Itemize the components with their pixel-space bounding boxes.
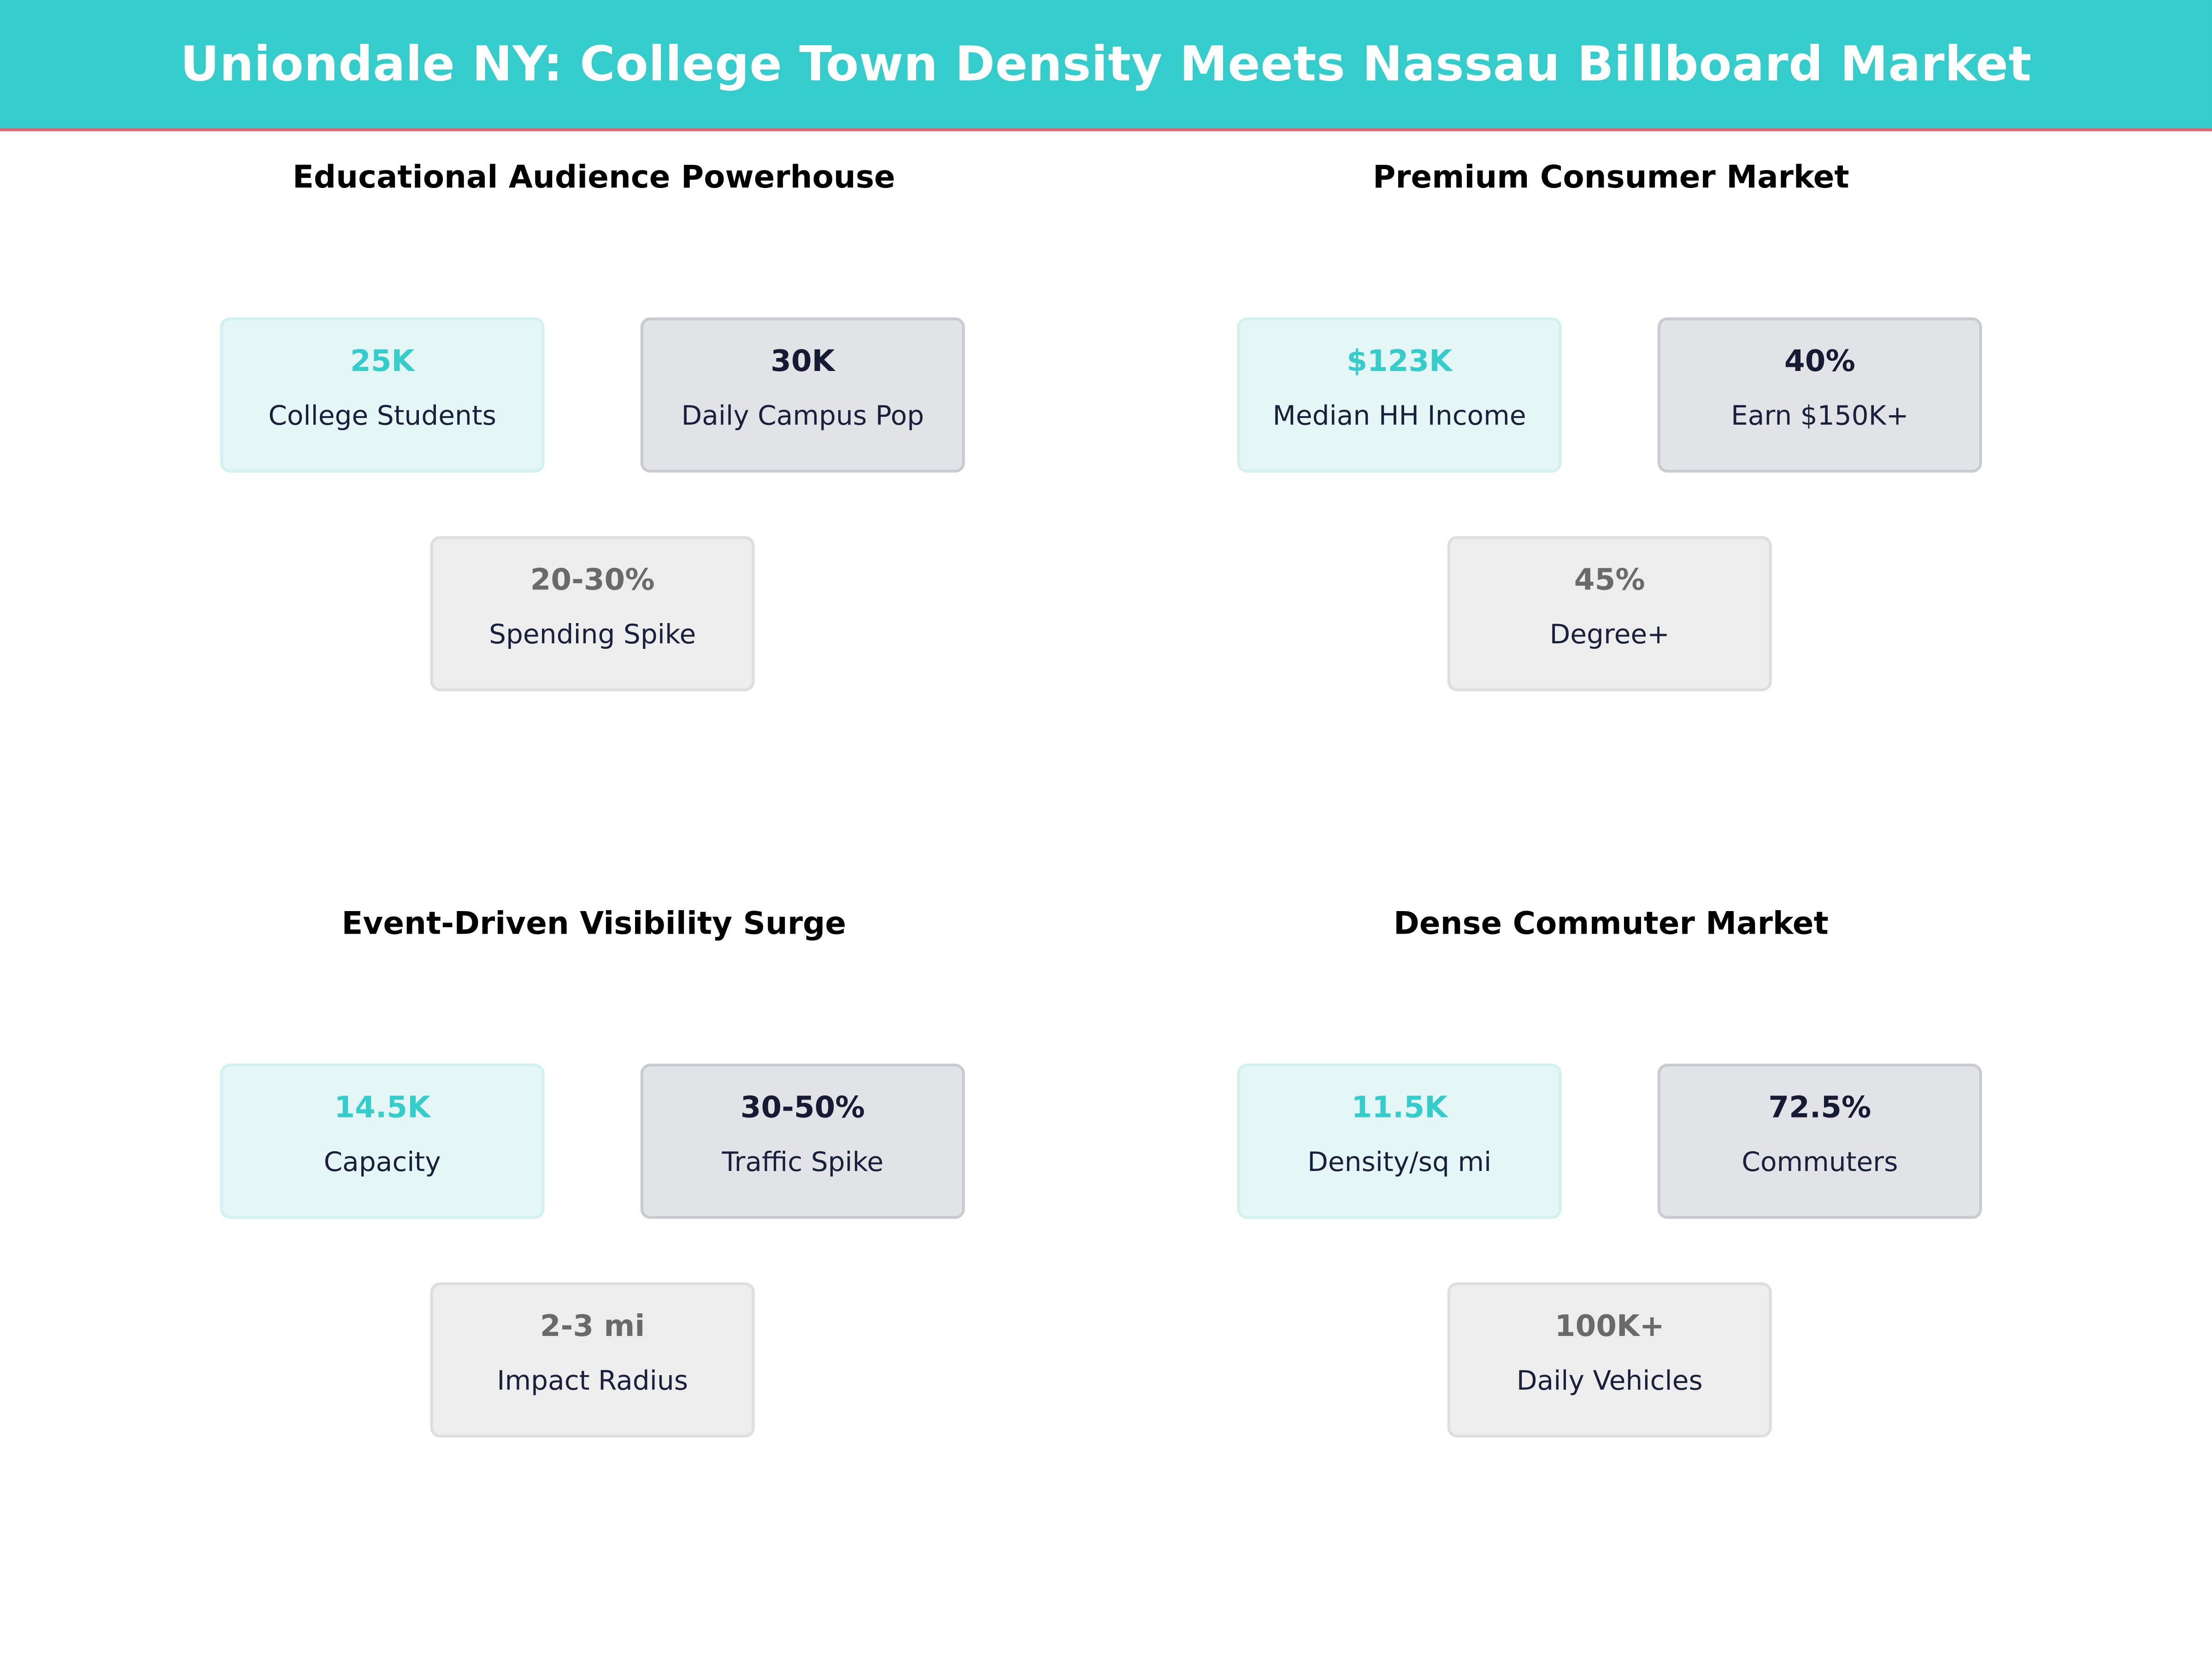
stat-value: 11.5K [1351, 1090, 1447, 1124]
stat-card: 14.5K Capacity [220, 1064, 545, 1219]
stat-card: 20-30% Spending Spike [430, 536, 755, 691]
stat-label: College Students [268, 400, 496, 432]
stat-card: 40% Earn $150K+ [1657, 317, 1982, 473]
stat-value: 45% [1574, 563, 1645, 597]
stat-label: Traffic Spike [722, 1147, 884, 1178]
stat-value: 40% [1784, 344, 1855, 378]
page-title: Uniondale NY: College Town Density Meets… [180, 36, 2032, 93]
stat-value: $123K [1347, 344, 1453, 378]
stat-label: Impact Radius [497, 1365, 688, 1397]
stat-value: 25K [350, 344, 415, 378]
stat-card: 11.5K Density/sq mi [1237, 1064, 1562, 1219]
stat-value: 20-30% [530, 563, 655, 597]
stat-label: Daily Vehicles [1516, 1365, 1703, 1397]
stat-value: 30K [771, 344, 835, 378]
panel-title: Event-Driven Visibility Surge [341, 907, 847, 942]
panel-educational-audience: Educational Audience Powerhouse 25K Colleg… [0, 0, 1014, 746]
stat-value: 14.5K [334, 1090, 430, 1124]
stat-label: Degree+ [1549, 619, 1670, 651]
stat-card: $123K Median HH Income [1237, 317, 1562, 473]
stat-value: 100K+ [1554, 1309, 1665, 1343]
stat-card: 45% Degree+ [1447, 536, 1772, 691]
stat-card: 25K College Students [220, 317, 545, 473]
stat-label: Median HH Income [1272, 400, 1526, 432]
header-banner: Uniondale NY: College Town Density Meets… [0, 0, 2212, 131]
stat-label: Spending Spike [489, 619, 696, 651]
stat-card: 100K+ Daily Vehicles [1447, 1282, 1772, 1438]
stat-label: Density/sq mi [1307, 1147, 1492, 1178]
stat-card: 30-50% Traffic Spike [640, 1064, 965, 1219]
stat-value: 72.5% [1768, 1090, 1871, 1124]
stat-label: Commuters [1741, 1147, 1898, 1178]
stat-label: Earn $150K+ [1731, 400, 1909, 432]
stat-value: 30-50% [740, 1090, 865, 1124]
stat-card: 2-3 mi Impact Radius [430, 1282, 755, 1438]
panel-title: Premium Consumer Market [1372, 160, 1849, 196]
panel-premium-consumer: Premium Consumer Market $123K Median HH In… [1014, 0, 2031, 746]
panel-event-visibility: Event-Driven Visibility Surge 14.5K Capaci… [0, 746, 1014, 1492]
stat-label: Daily Campus Pop [681, 400, 924, 432]
panel-title: Educational Audience Powerhouse [292, 160, 895, 196]
stat-label: Capacity [324, 1147, 441, 1178]
stat-card: 30K Daily Campus Pop [640, 317, 965, 473]
panel-commuter-market: Dense Commuter Market 11.5K Density/sq mi 7… [1014, 746, 2031, 1492]
stat-card: 72.5% Commuters [1657, 1064, 1982, 1219]
panel-title: Dense Commuter Market [1393, 907, 1829, 942]
stat-value: 2-3 mi [540, 1309, 645, 1343]
